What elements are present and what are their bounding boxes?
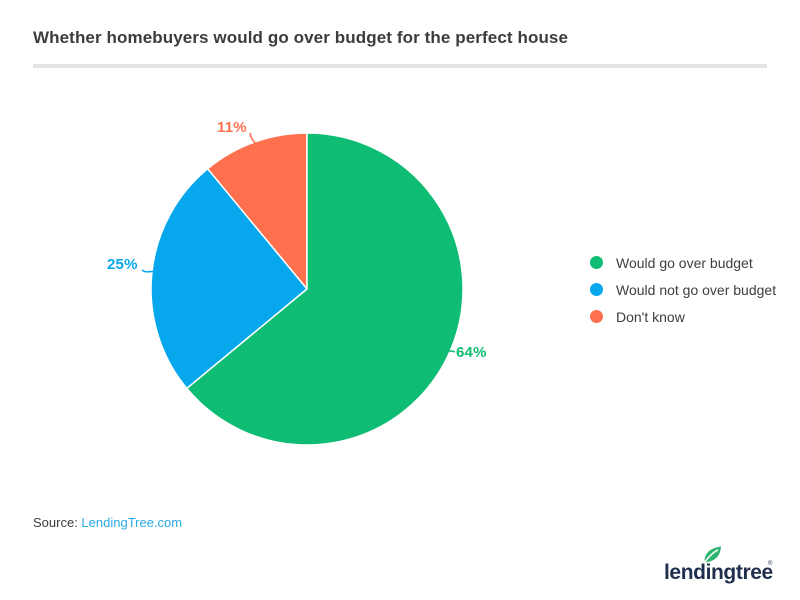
legend-swatch-blue-icon [590, 283, 603, 296]
slice-label-would-go-over-budget: 64% [456, 344, 487, 361]
leader-line-11 [249, 132, 259, 147]
legend-swatch-orange-icon [590, 310, 603, 323]
source-line: Source: LendingTree.com [33, 515, 182, 530]
leader-line-25 [141, 269, 158, 273]
slice-label-dont-know: 11% [217, 119, 247, 136]
legend-swatch-green-icon [590, 256, 603, 269]
legend-item-would-go-over-budget: Would go over budget [590, 249, 776, 276]
pie-slice-0 [186, 132, 464, 446]
title-divider [33, 64, 767, 68]
pie-slice-1 [150, 168, 308, 390]
slice-label-would-not-go-over-budget: 25% [107, 256, 138, 273]
lendingtree-logo: lendingtree ® [660, 544, 792, 584]
leaf-icon [703, 546, 721, 564]
registered-mark: ® [768, 561, 773, 567]
logo-wordmark: lendingtree [664, 561, 773, 584]
source-link[interactable]: LendingTree.com [81, 515, 183, 530]
legend-item-would-not-go-over-budget: Would not go over budget [590, 276, 776, 303]
leader-line-64 [440, 347, 456, 353]
pie-svg [141, 132, 464, 446]
legend-item-dont-know: Don't know [590, 303, 776, 330]
page-title: Whether homebuyers would go over budget … [33, 28, 569, 47]
legend-label: Would go over budget [616, 254, 753, 271]
legend-label: Would not go over budget [616, 281, 777, 298]
source-label: Source: [33, 515, 82, 530]
legend-label: Don't know [616, 308, 685, 325]
legend: Would go over budget Would not go over b… [590, 249, 776, 330]
